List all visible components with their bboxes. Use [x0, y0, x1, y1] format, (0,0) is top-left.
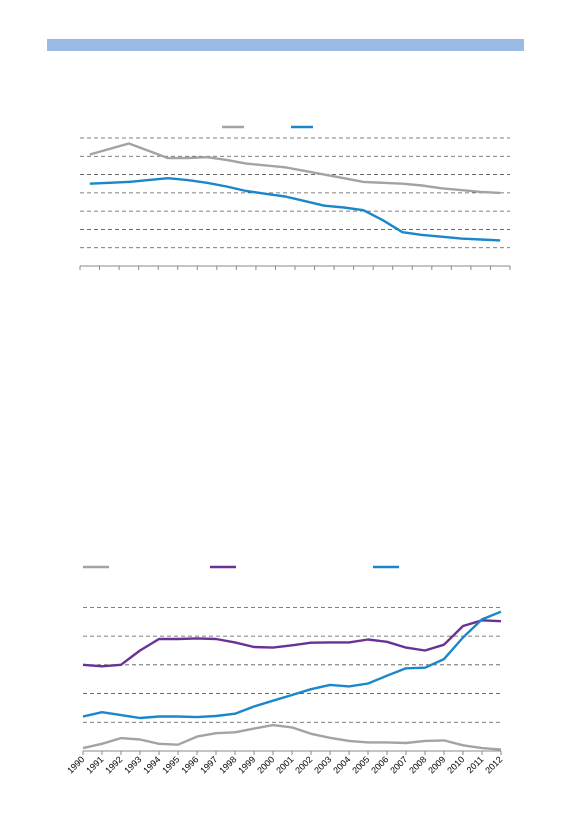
- x-tick-label: 2003: [312, 754, 333, 775]
- x-tick-label: 2012: [483, 754, 504, 775]
- x-tick-label: 1997: [198, 754, 219, 775]
- x-tick-label: 1995: [160, 754, 181, 775]
- x-tick-label: 2005: [350, 754, 371, 775]
- x-tick-label: 2004: [331, 754, 352, 775]
- series-line-2: [82, 619, 502, 668]
- header-band: [47, 39, 524, 51]
- x-tick-label: 2000: [255, 754, 276, 775]
- x-tick-label: 2010: [445, 754, 466, 775]
- series-line-2: [89, 176, 501, 242]
- x-tick-label: 1992: [103, 754, 124, 775]
- chart-1: [79, 125, 511, 270]
- x-tick-label: 2002: [293, 754, 314, 775]
- x-tick-label: 1996: [179, 754, 200, 775]
- x-tick-label: 2009: [426, 754, 447, 775]
- series-line-1: [89, 142, 501, 195]
- series-line-3: [82, 610, 502, 720]
- x-tick-label: 2008: [407, 754, 428, 775]
- x-tick-label: 2001: [274, 754, 295, 775]
- x-tick-label: 1999: [236, 754, 257, 775]
- x-tick-label: 1990: [65, 754, 86, 775]
- x-tick-label: 1998: [217, 754, 238, 775]
- x-tick-label: 1994: [141, 754, 162, 775]
- x-tick-label: 1991: [84, 754, 105, 775]
- x-tick-label: 2006: [369, 754, 390, 775]
- x-tick-label: 2011: [465, 754, 486, 775]
- x-tick-label: 1993: [122, 754, 143, 775]
- x-tick-label: 2007: [388, 754, 409, 775]
- series-line-1: [82, 723, 502, 751]
